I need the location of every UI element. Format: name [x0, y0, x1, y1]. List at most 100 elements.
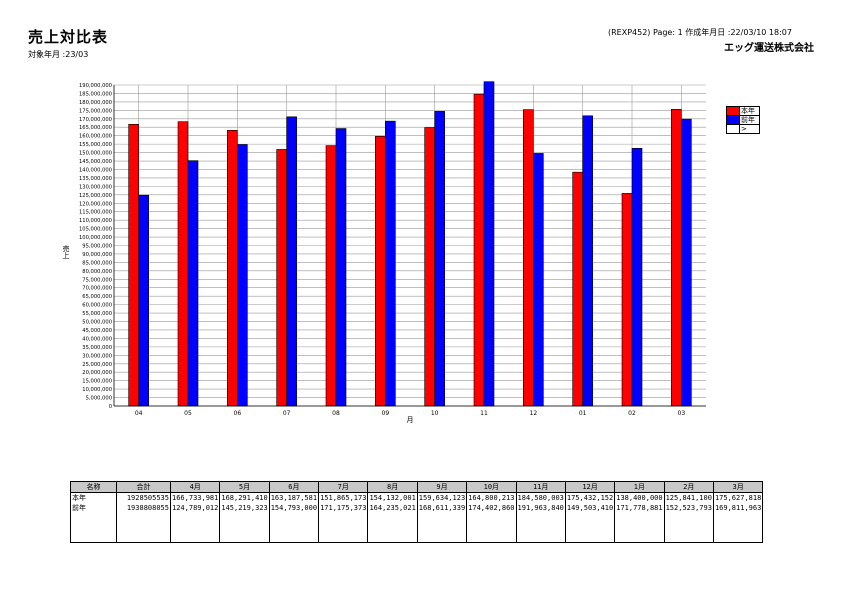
cell-value: 171,778,881 — [616, 504, 663, 512]
company-name: エッグ運送株式会社 — [724, 43, 814, 54]
y-tick-label: 75,000,000 — [82, 277, 112, 283]
legend-swatch-other — [727, 125, 740, 133]
x-tick-label: 11 — [480, 410, 488, 417]
bar-last-year — [237, 144, 248, 407]
cell-value: 1928505535 — [126, 494, 169, 502]
col-header-month: 6月 — [268, 481, 320, 493]
col-header-month: 11月 — [515, 481, 566, 493]
cell-value: 164,235,021 — [369, 504, 416, 512]
legend-item-this-year: 本年 — [727, 107, 759, 116]
y-tick-label: 70,000,000 — [82, 286, 112, 292]
cell-value: 151,865,173 — [320, 494, 367, 502]
table-cell-month: 154,132,001 164,235,021 — [367, 492, 418, 543]
table-cell-month: 138,400,000 171,778,881 — [614, 492, 665, 543]
bar-last-year — [582, 115, 593, 407]
y-tick-label: 120,000,000 — [79, 201, 112, 207]
y-tick-label: 155,000,000 — [79, 142, 112, 148]
bar-last-year — [138, 194, 149, 407]
y-tick-label: 190,000,000 — [79, 83, 112, 89]
y-tick-label: 15,000,000 — [82, 379, 112, 385]
y-tick-label: 45,000,000 — [82, 328, 112, 334]
y-tick-label: 50,000,000 — [82, 320, 112, 326]
x-axis-label: 月 — [407, 416, 414, 424]
y-tick-label: 20,000,000 — [82, 370, 112, 376]
y-tick-label: 35,000,000 — [82, 345, 112, 351]
col-header-month: 8月 — [367, 481, 418, 493]
x-tick-label: 12 — [530, 410, 538, 417]
y-tick-label: 185,000,000 — [79, 91, 112, 97]
cell-value: 184,580,003 — [517, 494, 564, 502]
bar-this-year — [325, 145, 337, 407]
legend-label-other: > — [741, 125, 747, 133]
col-header-month: 4月 — [169, 481, 221, 493]
bar-last-year — [385, 120, 396, 407]
cell-value: 168,611,339 — [418, 504, 466, 512]
bar-last-year — [533, 153, 544, 407]
bar-last-year — [681, 118, 692, 407]
bar-this-year — [671, 108, 682, 407]
cell-value: 1938808055 — [126, 504, 169, 512]
bar-this-year — [128, 124, 139, 407]
cell-value: 163,187,581 — [270, 494, 318, 502]
table-row: 本年 前年 1928505535 1938808055 166,733,981 124… — [70, 492, 764, 543]
col-header-month: 1月 — [614, 481, 665, 493]
y-tick-label: 100,000,000 — [79, 235, 112, 241]
cell-value: 164,800,213 — [468, 494, 515, 502]
y-tick-label: 55,000,000 — [82, 311, 112, 317]
cell-value: 169,811,963 — [714, 504, 762, 512]
cell-value: 175,432,152 — [566, 494, 614, 502]
bar-last-year — [286, 116, 297, 407]
col-header-month: 2月 — [663, 481, 714, 493]
report-meta: (REXP452) Page: 1 作成年月日 :22/03/10 18:07 — [608, 28, 792, 37]
row-name: 前年 — [72, 504, 86, 512]
x-tick-label: 04 — [135, 410, 143, 417]
bar-last-year — [483, 81, 495, 407]
y-tick-label: 95,000,000 — [82, 244, 112, 250]
cell-value: 154,132,001 — [369, 494, 416, 502]
legend-item-other: > — [727, 125, 759, 133]
table-cell-month: 163,187,581 154,793,000 — [268, 492, 320, 543]
x-tick-label: 03 — [678, 410, 686, 417]
y-tick-label: 25,000,000 — [82, 362, 112, 368]
bar-this-year — [177, 121, 189, 407]
x-tick-label: 06 — [234, 410, 242, 417]
y-tick-label: 175,000,000 — [79, 108, 112, 114]
bar-this-year — [424, 127, 435, 407]
table-cell-total: 1928505535 1938808055 — [116, 492, 171, 543]
cell-value: 175,627,818 — [714, 494, 762, 502]
bar-this-year — [523, 109, 534, 407]
x-tick-label: 07 — [283, 410, 291, 417]
cell-value: 159,634,123 — [418, 494, 466, 502]
cell-value: 149,503,410 — [566, 504, 614, 512]
x-tick-label: 02 — [628, 410, 636, 417]
legend-swatch-this-year — [727, 107, 740, 115]
col-header-name: 名称 — [70, 481, 117, 493]
y-tick-label: 30,000,000 — [82, 353, 112, 359]
y-tick-label: 130,000,000 — [79, 184, 112, 190]
table-cell-month: 125,841,100 152,523,793 — [663, 492, 714, 543]
y-tick-label: 60,000,000 — [82, 303, 112, 309]
y-tick-label: 135,000,000 — [79, 176, 112, 182]
col-header-month: 9月 — [416, 481, 468, 493]
cell-value: 154,793,000 — [270, 504, 318, 512]
y-tick-label: 150,000,000 — [79, 151, 112, 157]
y-tick-label: 0 — [109, 404, 112, 410]
table-header-row: 名称 合計 4月 5月 6月 7月 8月 9月 10月 11月 12月 1月 2… — [70, 481, 764, 493]
legend-item-last-year: 前年 — [727, 116, 759, 125]
table-cell-month: 151,865,173 171,175,373 — [318, 492, 369, 543]
y-tick-label: 10,000,000 — [82, 387, 112, 393]
table-cell-month: 175,627,818 169,811,963 — [712, 492, 764, 543]
col-header-month: 3月 — [712, 481, 764, 493]
y-tick-label: 65,000,000 — [82, 294, 112, 300]
cell-value: 166,733,981 — [172, 494, 219, 502]
bar-last-year — [335, 128, 347, 407]
y-tick-label: 165,000,000 — [79, 125, 112, 131]
y-tick-label: 115,000,000 — [79, 210, 112, 216]
y-tick-label: 40,000,000 — [82, 336, 112, 342]
table-cell-month: 164,800,213 174,402,860 — [466, 492, 517, 543]
col-header-month: 5月 — [219, 481, 270, 493]
y-tick-label: 145,000,000 — [79, 159, 112, 165]
legend-label-this-year: 本年 — [741, 107, 755, 115]
bar-this-year — [621, 193, 633, 407]
x-tick-label: 01 — [579, 410, 587, 417]
